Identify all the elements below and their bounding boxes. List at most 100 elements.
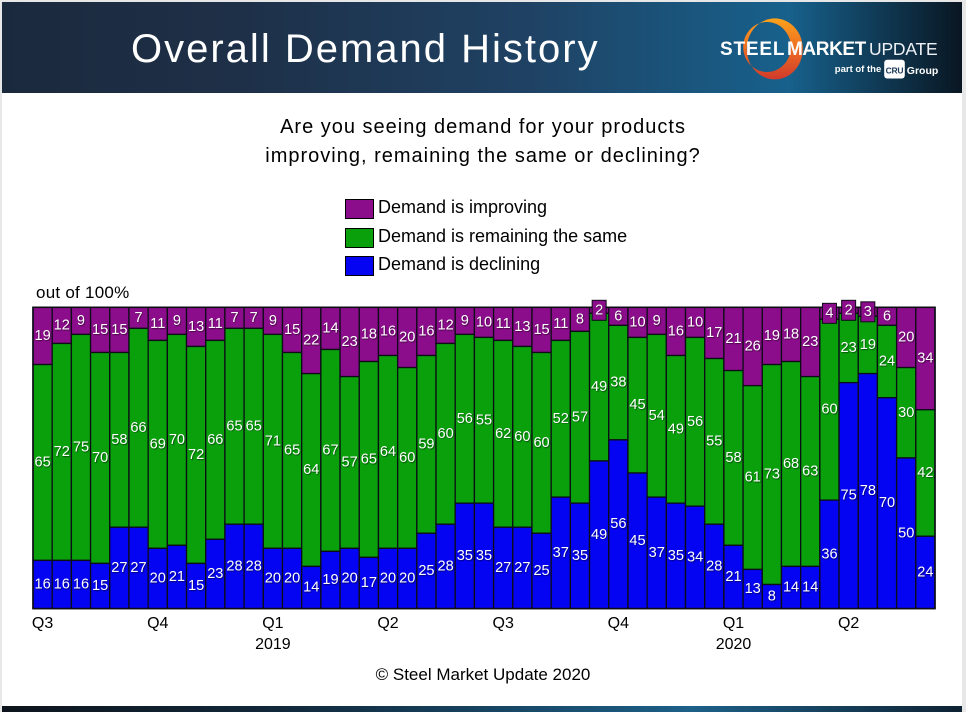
svg-text:15: 15	[92, 578, 108, 594]
svg-text:MARKET: MARKET	[787, 39, 867, 60]
svg-text:57: 57	[342, 454, 358, 470]
svg-text:24: 24	[879, 354, 895, 370]
svg-text:54: 54	[649, 408, 665, 424]
svg-text:19: 19	[764, 328, 780, 344]
svg-text:14: 14	[322, 320, 338, 336]
svg-text:20: 20	[399, 570, 415, 586]
svg-text:12: 12	[438, 317, 454, 333]
svg-text:15: 15	[111, 322, 127, 338]
svg-text:62: 62	[495, 426, 511, 442]
svg-text:28: 28	[706, 558, 722, 574]
svg-text:2: 2	[845, 302, 853, 318]
svg-text:60: 60	[533, 435, 549, 451]
svg-text:19: 19	[860, 337, 876, 353]
svg-text:14: 14	[783, 580, 799, 596]
svg-text:66: 66	[207, 432, 223, 448]
svg-text:55: 55	[476, 412, 492, 428]
svg-text:66: 66	[130, 420, 146, 436]
svg-text:27: 27	[130, 560, 146, 576]
svg-text:35: 35	[476, 548, 492, 564]
svg-text:21: 21	[725, 569, 741, 585]
svg-text:71: 71	[265, 433, 281, 449]
svg-text:69: 69	[150, 436, 166, 452]
svg-text:57: 57	[572, 409, 588, 425]
svg-text:23: 23	[207, 566, 223, 582]
svg-text:68: 68	[783, 456, 799, 472]
svg-text:10: 10	[476, 314, 492, 330]
svg-text:2019: 2019	[255, 636, 291, 653]
svg-text:65: 65	[284, 442, 300, 458]
svg-text:8: 8	[576, 311, 584, 327]
svg-text:11: 11	[150, 316, 165, 332]
svg-text:52: 52	[553, 411, 569, 427]
svg-text:28: 28	[246, 558, 262, 574]
svg-text:23: 23	[802, 334, 818, 350]
svg-text:4: 4	[825, 305, 833, 321]
svg-text:Q4: Q4	[147, 615, 168, 632]
svg-text:35: 35	[668, 548, 684, 564]
svg-text:16: 16	[380, 323, 396, 339]
svg-text:Q1: Q1	[723, 615, 744, 632]
svg-text:64: 64	[303, 462, 319, 478]
svg-text:20: 20	[380, 570, 396, 586]
svg-text:27: 27	[495, 560, 511, 576]
svg-text:19: 19	[34, 328, 50, 344]
svg-text:50: 50	[898, 525, 914, 541]
svg-text:36: 36	[821, 546, 837, 562]
svg-text:23: 23	[342, 334, 358, 350]
svg-text:25: 25	[533, 563, 549, 579]
svg-text:37: 37	[553, 545, 569, 561]
svg-text:56: 56	[610, 516, 626, 532]
svg-text:20: 20	[284, 570, 300, 586]
svg-text:14: 14	[802, 580, 818, 596]
svg-text:9: 9	[653, 313, 661, 329]
svg-text:45: 45	[629, 533, 645, 549]
svg-text:65: 65	[34, 454, 50, 470]
svg-text:35: 35	[572, 548, 588, 564]
svg-text:20: 20	[898, 329, 914, 345]
svg-text:28: 28	[226, 558, 242, 574]
svg-text:9: 9	[461, 313, 469, 329]
svg-text:56: 56	[457, 411, 473, 427]
svg-text:13: 13	[514, 319, 530, 335]
svg-text:73: 73	[764, 467, 780, 483]
svg-text:63: 63	[802, 464, 818, 480]
svg-text:17: 17	[706, 325, 722, 341]
svg-text:70: 70	[92, 450, 108, 466]
svg-text:Group: Group	[907, 65, 939, 77]
svg-text:part of the: part of the	[835, 64, 881, 75]
svg-text:20: 20	[399, 329, 415, 345]
svg-text:Q4: Q4	[608, 615, 629, 632]
svg-text:25: 25	[418, 563, 434, 579]
svg-text:6: 6	[883, 308, 891, 324]
svg-text:34: 34	[917, 351, 933, 367]
svg-text:16: 16	[54, 577, 70, 593]
svg-text:Q1: Q1	[262, 615, 283, 632]
svg-text:78: 78	[860, 483, 876, 499]
svg-text:26: 26	[745, 338, 761, 354]
svg-text:13: 13	[745, 581, 761, 597]
svg-text:CRU: CRU	[886, 65, 904, 75]
svg-text:23: 23	[841, 340, 857, 356]
svg-text:2020: 2020	[716, 636, 752, 653]
svg-text:28: 28	[438, 558, 454, 574]
svg-text:2: 2	[595, 302, 603, 318]
svg-text:65: 65	[361, 451, 377, 467]
svg-text:18: 18	[783, 326, 799, 342]
svg-text:72: 72	[54, 444, 70, 460]
svg-text:Q2: Q2	[377, 615, 398, 632]
svg-text:21: 21	[725, 331, 741, 347]
svg-text:55: 55	[706, 433, 722, 449]
svg-text:10: 10	[687, 314, 703, 330]
svg-text:20: 20	[342, 570, 358, 586]
svg-text:9: 9	[77, 313, 85, 329]
svg-text:58: 58	[111, 432, 127, 448]
svg-text:67: 67	[322, 442, 338, 458]
svg-text:60: 60	[514, 429, 530, 445]
svg-text:19: 19	[322, 572, 338, 588]
svg-text:7: 7	[230, 310, 238, 326]
svg-text:30: 30	[898, 405, 914, 421]
svg-text:3: 3	[864, 304, 872, 320]
svg-text:14: 14	[303, 580, 319, 596]
svg-text:34: 34	[687, 549, 703, 565]
